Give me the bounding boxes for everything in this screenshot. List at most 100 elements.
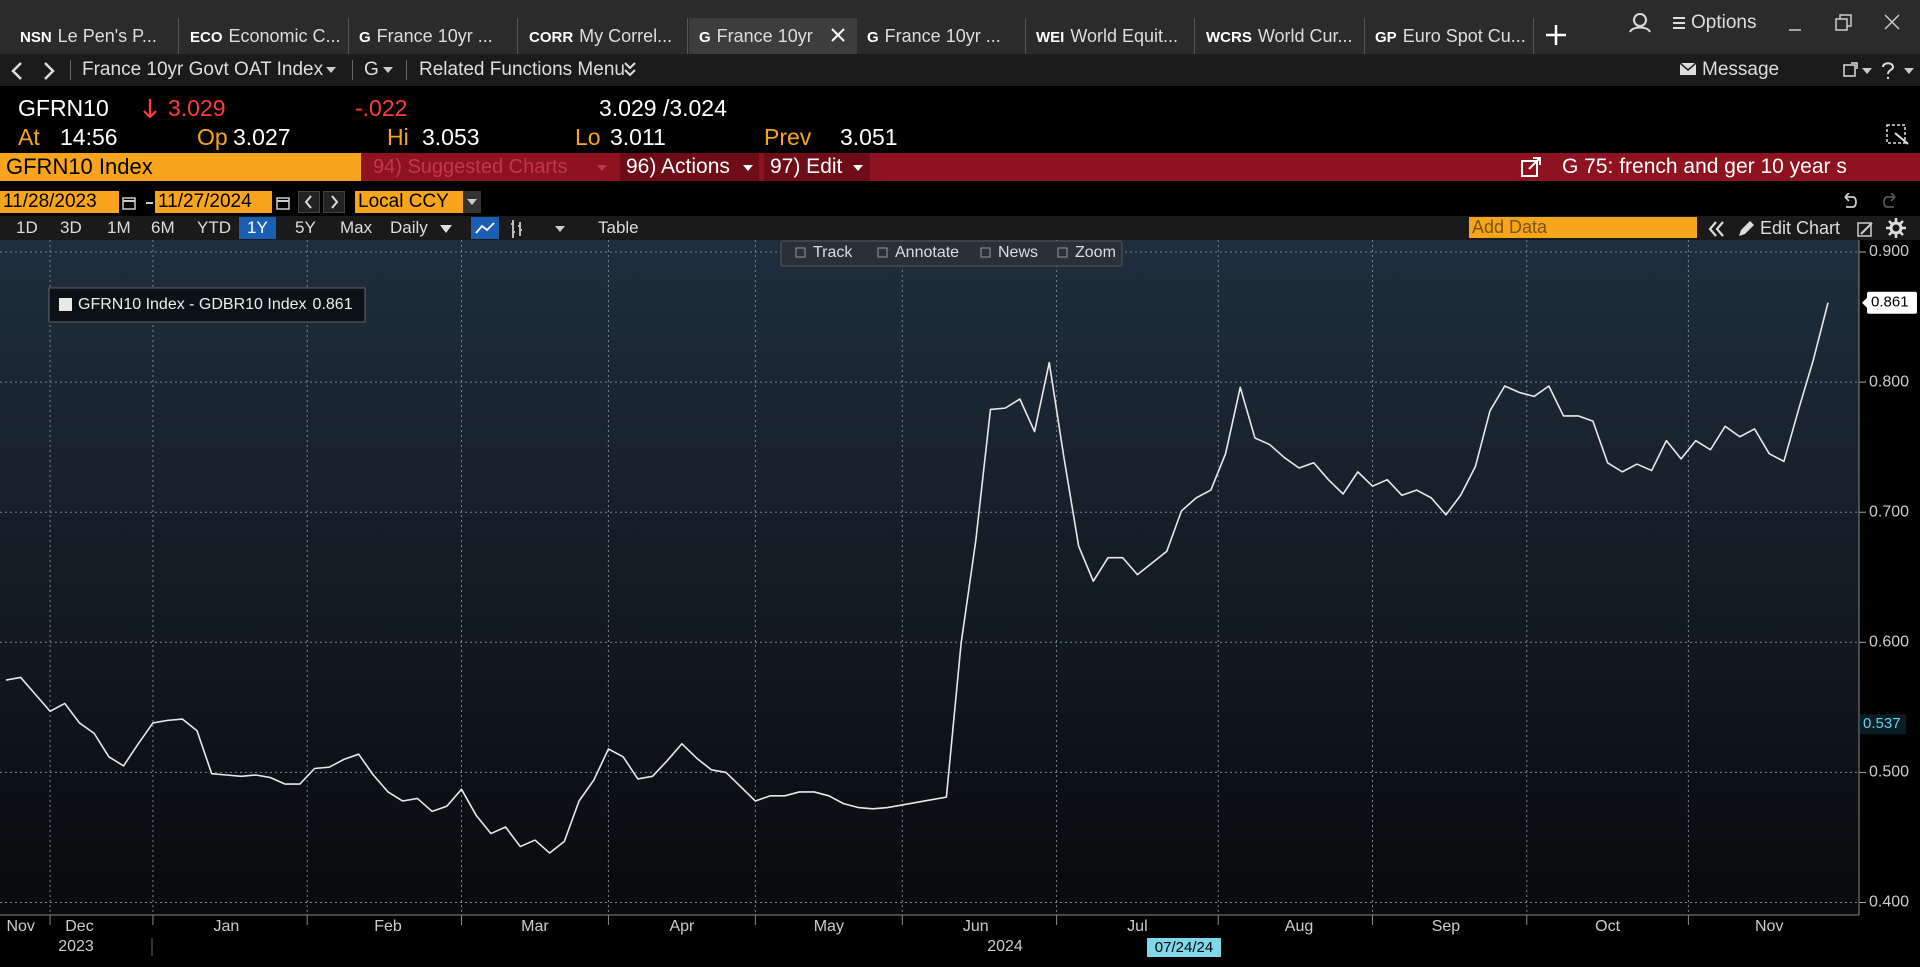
tab-label: World Equit... [1070,26,1179,46]
help[interactable] [1880,61,1896,81]
chart-settings-icon[interactable] [1857,220,1875,238]
chart: 0.900 0.800 0.700 0.600 0.500 0.400 Nov Dec Jan F… [0,240,1917,957]
close[interactable] [1884,14,1900,30]
dropdown-caret[interactable] [326,67,336,73]
last-price: 3.029 [168,95,226,121]
bid-ask: 3.029 /3.024 [599,95,727,121]
search-icon[interactable] [1628,12,1652,34]
x-tick-label: Apr [669,918,695,935]
open: 3.027 [233,124,291,150]
date-row [0,186,1920,216]
y-tick-label: 0.800 [1869,373,1909,390]
suggested-charts[interactable]: 94) Suggested Charts [373,156,568,178]
pencil[interactable] [1737,220,1755,238]
add-data-field[interactable]: Add Data [1469,217,1697,238]
period-button[interactable]: 6M [151,218,175,237]
start-date[interactable]: 11/28/2023 [0,191,119,213]
collapse[interactable] [1708,221,1724,237]
tab[interactable]: NSN Le Pen's P... [10,18,179,54]
calendar-icon[interactable] [276,195,290,210]
currency-field[interactable]: Local CCY [355,191,463,213]
end-date[interactable]: 11/27/2024 [155,191,272,213]
table-button[interactable]: Table [598,218,639,237]
next-period[interactable] [323,191,345,213]
tool-icon[interactable] [795,247,806,258]
tab[interactable]: CORR My Correl... [519,18,688,54]
separator [352,60,353,80]
dropdown-caret[interactable] [383,67,393,73]
security-selector[interactable]: France 10yr Govt OAT Index [82,59,324,80]
year-label: 2024 [987,938,1023,955]
tab[interactable]: G France 10yr [689,18,857,54]
high-label: Hi [387,124,409,150]
dropdown-caret[interactable] [597,165,607,171]
period-button[interactable]: 3D [60,218,82,237]
launch-icon[interactable] [1521,157,1542,178]
edit-menu[interactable]: 97) Edit [764,153,870,181]
function-selector[interactable]: G [364,59,379,80]
chart-tool[interactable]: Annotate [895,244,959,261]
tab[interactable]: ECO Economic C... [180,18,349,54]
tool-icon[interactable] [877,247,888,258]
tab[interactable]: GP Euro Spot Cu... [1365,18,1534,54]
period-button[interactable]: 1M [107,218,131,237]
nav-bar [0,54,1920,86]
legend-swatch [59,298,72,311]
bar-chart-icon[interactable] [508,218,526,240]
calendar-icon[interactable] [122,195,136,210]
line-chart-icon[interactable] [471,217,499,239]
restore[interactable] [1835,14,1853,32]
chart-tool[interactable]: Track [813,244,853,261]
dropdown-caret[interactable] [743,165,753,171]
snapshot[interactable] [1886,124,1910,148]
period-button[interactable]: YTD [197,218,231,237]
period-button[interactable]: Max [340,218,373,237]
message-button[interactable]: Message [1702,59,1780,80]
new-tab[interactable] [1545,24,1567,46]
chart-tool[interactable]: Zoom [1075,244,1116,261]
period-button[interactable]: 1D [16,218,38,237]
tab-close[interactable] [830,27,846,43]
y-tick-label: 0.700 [1869,503,1909,520]
tool-icon[interactable] [1057,247,1068,258]
options-menu[interactable]: Options [1691,12,1757,33]
series-line [5,302,1829,854]
options-icon[interactable] [1672,15,1686,31]
expand-chevrons[interactable] [624,61,636,77]
tab-code: NSN [20,29,52,46]
security-field[interactable]: GFRN10 Index [0,153,361,181]
prev-period[interactable] [298,191,320,213]
tab[interactable]: G France 10yr ... [349,18,518,54]
tool-icon[interactable] [980,247,991,258]
minimize[interactable] [1788,14,1802,32]
dropdown-caret[interactable] [467,199,477,205]
back[interactable] [10,61,24,81]
export-icon[interactable] [1843,62,1859,78]
related-functions[interactable]: Related Functions Menu [419,59,625,80]
dropdown-caret[interactable] [853,165,863,171]
frequency-selector[interactable]: Daily [390,218,428,237]
dropdown-caret[interactable] [1862,68,1872,74]
tab[interactable]: WCRS World Cur... [1196,18,1365,54]
dropdown-caret[interactable] [555,226,565,232]
forward[interactable] [42,61,56,81]
chart-tool[interactable]: News [998,244,1038,261]
x-tick-label: Jul [1127,918,1147,935]
envelope[interactable] [1680,63,1696,75]
tab-code: WEI [1036,29,1065,46]
actions-menu[interactable]: 96) Actions [620,153,759,181]
gear[interactable] [1886,218,1906,238]
period-button[interactable]: 5Y [295,218,316,237]
frequency-caret[interactable] [440,225,452,233]
period-button[interactable]: 1Y [239,217,276,239]
legend-box [48,287,366,323]
edit-chart-button[interactable]: Edit Chart [1760,218,1841,238]
chart-title: G 75: french and ger 10 year s [1562,155,1847,178]
open-label: Op [197,124,228,150]
undo[interactable] [1840,193,1858,211]
tab[interactable]: G France 10yr ... [857,18,1026,54]
redo[interactable] [1882,193,1900,211]
tab[interactable]: WEI World Equit... [1026,18,1195,54]
y-tick-label: 0.900 [1869,243,1909,260]
dropdown-caret[interactable] [1904,68,1914,74]
